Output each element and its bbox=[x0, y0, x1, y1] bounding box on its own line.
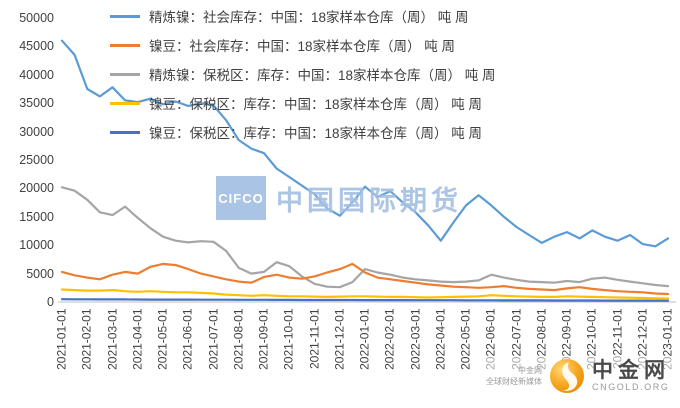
series-line-nickel-briquette-social bbox=[60, 262, 670, 296]
series-line-refined-nickel-bonded bbox=[60, 186, 670, 289]
y-tick-label: 35000 bbox=[19, 96, 54, 111]
legend-swatch bbox=[110, 43, 140, 47]
x-tick-label: 2022-02-01 bbox=[382, 308, 397, 370]
y-tick-label: 45000 bbox=[19, 39, 54, 54]
cngold-tagline: 中金网 全球财经新媒体 bbox=[486, 365, 542, 387]
legend-swatch bbox=[110, 14, 140, 18]
x-tick-label: 2021-08-01 bbox=[231, 308, 246, 370]
cifco-watermark-text: 中国国际期货 bbox=[276, 185, 462, 216]
x-tick-label: 2021-04-01 bbox=[130, 308, 145, 370]
y-tick-label: 20000 bbox=[19, 181, 54, 196]
x-tick-label: 2021-11-01 bbox=[307, 308, 321, 370]
x-tick-label: 2021-09-01 bbox=[256, 308, 271, 370]
legend-item: 镍豆：社会库存：中国：18家样本仓库（周） 吨 周 bbox=[110, 37, 496, 54]
y-tick-label: 25000 bbox=[19, 153, 54, 167]
series-line-refined-nickel-social bbox=[60, 39, 670, 248]
legend-swatch bbox=[110, 72, 140, 76]
x-tick-label: 2021-01-01 bbox=[54, 308, 69, 370]
x-tick-label: 2021-10-01 bbox=[281, 308, 296, 370]
y-tick-label: 30000 bbox=[19, 124, 54, 139]
x-tick-label: 2021-07-01 bbox=[206, 308, 220, 370]
x-tick-label: 2022-05-01 bbox=[458, 308, 473, 370]
cifco-watermark: CIFCO 中国国际期货 bbox=[216, 176, 462, 220]
cngold-text-block: 中金网 CNGOLD.ORG bbox=[592, 359, 670, 393]
legend: 精炼镍：社会库存：中国：18家样本仓库（周） 吨 周镍豆：社会库存：中国：18家… bbox=[110, 8, 496, 153]
cngold-tagline-line2: 全球财经新媒体 bbox=[486, 377, 542, 386]
cngold-logo: 中金网 全球财经新媒体 中金网 CNGOLD.ORG bbox=[482, 356, 674, 396]
cifco-watermark-badge: CIFCO bbox=[216, 176, 266, 220]
y-tick-label: 15000 bbox=[19, 209, 54, 224]
legend-swatch bbox=[110, 101, 140, 105]
legend-label: 镍豆：保税区：库存：中国：18家样本仓库（周） 吨 周 bbox=[149, 97, 483, 112]
y-tick-label: 40000 bbox=[19, 67, 54, 82]
legend-item: 镍豆：保税区：库存：中国：18家样本仓库（周） 吨 周 bbox=[110, 95, 496, 112]
x-tick-label: 2021-06-01 bbox=[180, 308, 195, 370]
cngold-logo-name: 中金网 bbox=[592, 359, 670, 382]
cngold-ball-icon bbox=[549, 358, 585, 394]
series-line-nickel-briquette-bonded-a bbox=[60, 288, 670, 300]
legend-item: 镍豆：保税区：库存：中国：18家样本仓库（周） 吨 周 bbox=[110, 124, 496, 141]
x-tick-label: 2021-12-01 bbox=[332, 308, 347, 370]
legend-item: 精炼镍：社会库存：中国：18家样本仓库（周） 吨 周 bbox=[110, 8, 496, 25]
legend-label: 镍豆：社会库存：中国：18家样本仓库（周） 吨 周 bbox=[149, 39, 456, 54]
y-tick-label: 10000 bbox=[19, 238, 54, 253]
legend-label: 精炼镍：社会库存：中国：18家样本仓库（周） 吨 周 bbox=[149, 10, 469, 25]
legend-label: 精炼镍：保税区：库存：中国：18家样本仓库（周） 吨 周 bbox=[149, 68, 496, 83]
x-tick-label: 2021-05-01 bbox=[155, 308, 170, 370]
x-tick-label: 2022-03-01 bbox=[408, 308, 422, 370]
series-line-nickel-briquette-bonded-b bbox=[60, 298, 670, 302]
y-tick-label: 0 bbox=[47, 295, 54, 309]
x-tick-label: 2021-03-01 bbox=[105, 308, 119, 370]
legend-label: 镍豆：保税区：库存：中国：18家样本仓库（周） 吨 周 bbox=[149, 126, 483, 141]
y-tick-label: 50000 bbox=[19, 11, 54, 25]
legend-swatch bbox=[110, 130, 140, 134]
x-tick-label: 2022-04-01 bbox=[433, 308, 448, 370]
cngold-logo-domain: CNGOLD.ORG bbox=[592, 382, 670, 392]
cngold-tagline-line1: 中金网 bbox=[518, 366, 542, 375]
x-tick-label: 2022-01-01 bbox=[357, 308, 372, 370]
legend-item: 精炼镍：保税区：库存：中国：18家样本仓库（周） 吨 周 bbox=[110, 66, 496, 83]
y-tick-label: 5000 bbox=[26, 266, 54, 281]
x-tick-label: 2021-02-01 bbox=[79, 308, 94, 370]
